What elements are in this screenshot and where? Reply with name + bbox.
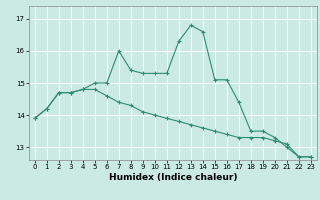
X-axis label: Humidex (Indice chaleur): Humidex (Indice chaleur)	[108, 173, 237, 182]
